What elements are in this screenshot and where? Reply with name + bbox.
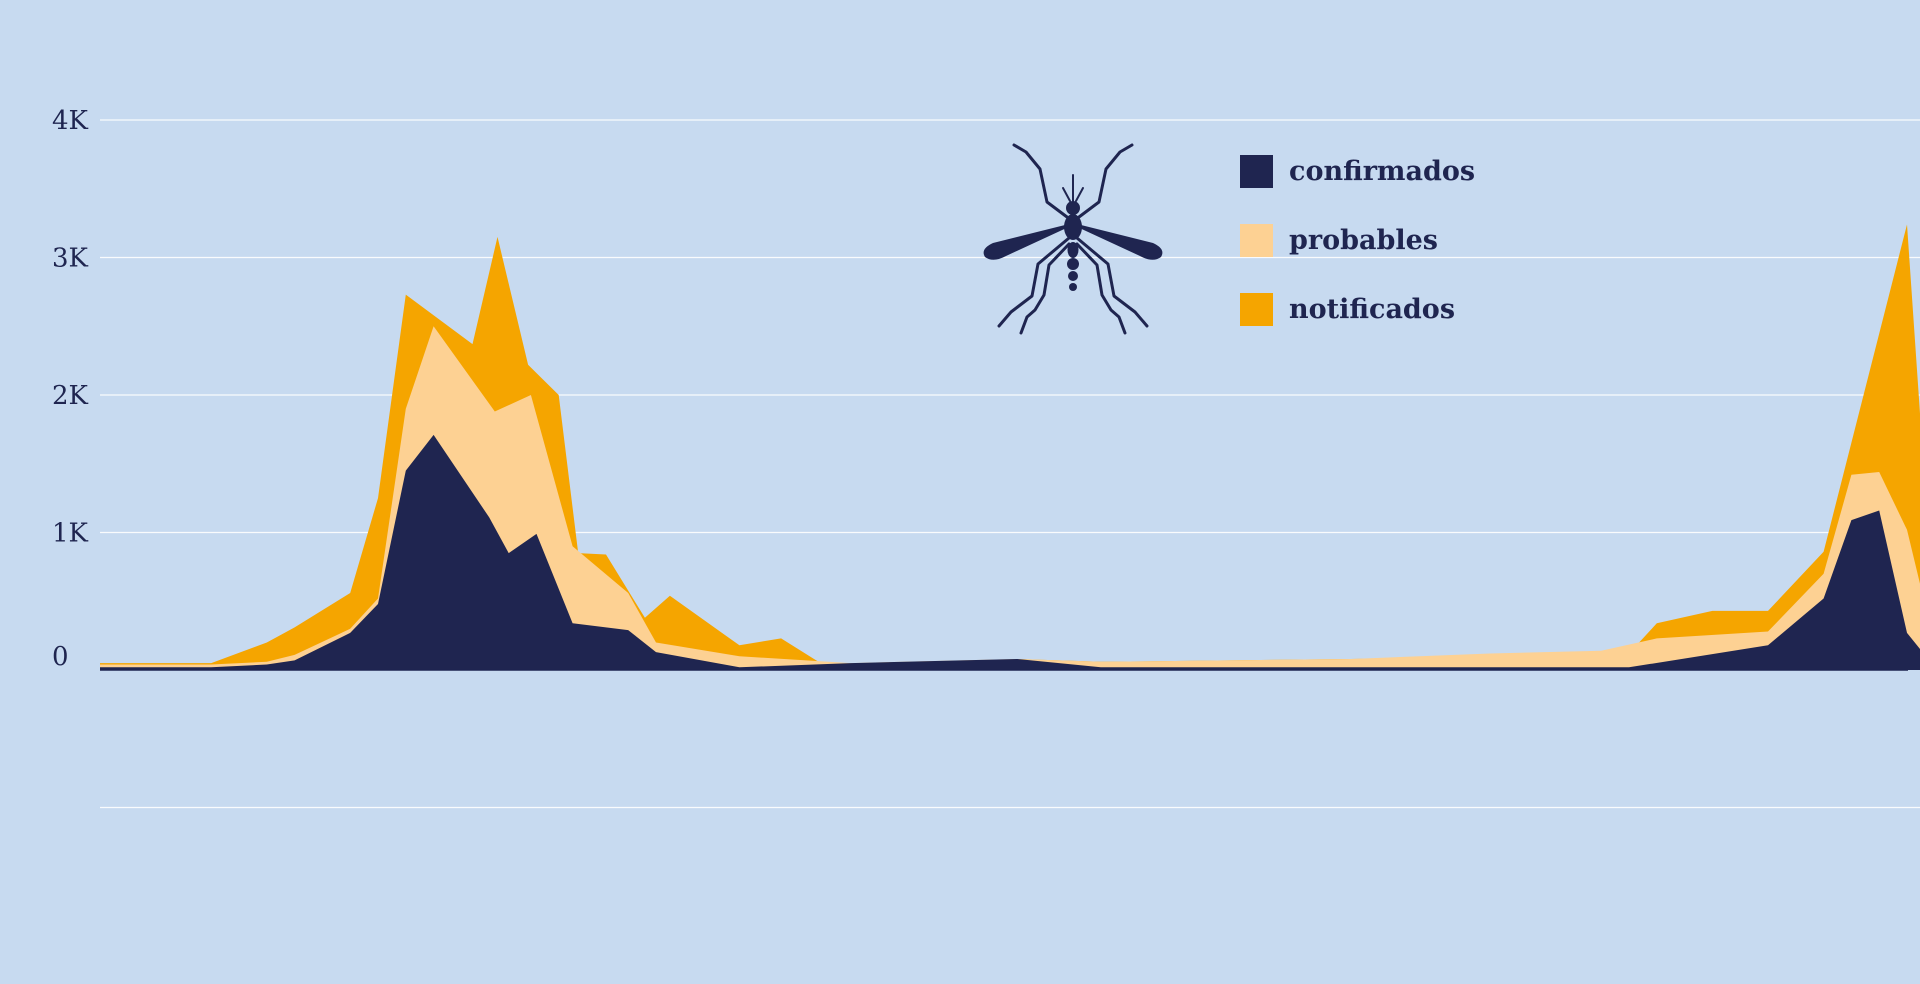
legend-swatch-confirmados bbox=[1240, 155, 1273, 188]
series-areas bbox=[100, 224, 1920, 671]
legend-swatch-notificados bbox=[1240, 293, 1273, 326]
legend-label-confirmados: confirmados bbox=[1289, 156, 1475, 187]
y-tick-label: 1K bbox=[52, 519, 89, 549]
mosquito-icon bbox=[983, 143, 1163, 335]
legend-label-notificados: notificados bbox=[1289, 294, 1455, 325]
y-tick-label: 3K bbox=[52, 244, 89, 274]
legend-item-probables: probables bbox=[1240, 224, 1438, 257]
y-tick-label: 4K bbox=[52, 106, 89, 136]
y-axis: 4K 3K 2K 1K 0 bbox=[52, 106, 89, 672]
area-confirmados bbox=[100, 434, 1920, 670]
gridlines bbox=[100, 119, 1920, 809]
y-tick-label: 2K bbox=[52, 381, 89, 411]
area-notificados bbox=[100, 224, 1920, 670]
legend-swatch-probables bbox=[1240, 224, 1273, 257]
y-tick-label: 0 bbox=[52, 642, 69, 672]
legend: confirmados probables notificados bbox=[1240, 155, 1475, 326]
legend-item-confirmados: confirmados bbox=[1240, 155, 1475, 188]
legend-item-notificados: notificados bbox=[1240, 293, 1455, 326]
legend-label-probables: probables bbox=[1289, 225, 1438, 256]
